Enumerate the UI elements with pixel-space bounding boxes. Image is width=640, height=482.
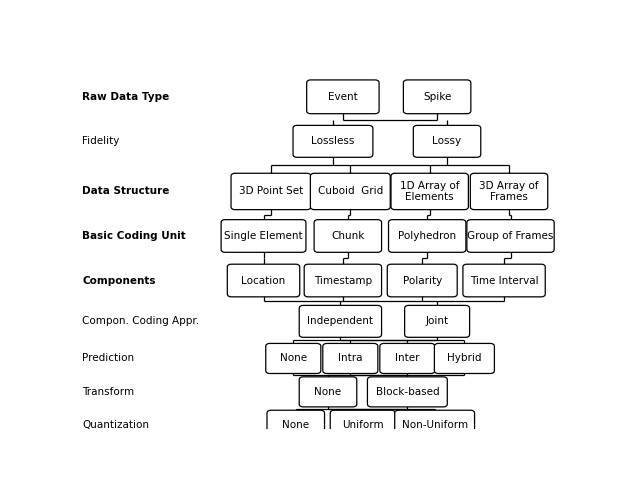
FancyBboxPatch shape — [330, 410, 396, 440]
Text: Lossless: Lossless — [311, 136, 355, 147]
Text: 3D Array of
Frames: 3D Array of Frames — [479, 181, 539, 202]
FancyBboxPatch shape — [380, 344, 435, 374]
Text: None: None — [314, 387, 342, 397]
Text: Prediction: Prediction — [83, 353, 134, 363]
FancyBboxPatch shape — [307, 80, 379, 114]
Text: Time Interval: Time Interval — [470, 276, 538, 285]
Text: Non-Uniform: Non-Uniform — [401, 420, 468, 430]
Text: 1D Array of
Elements: 1D Array of Elements — [400, 181, 460, 202]
Text: Spike: Spike — [423, 92, 451, 102]
FancyBboxPatch shape — [304, 264, 381, 297]
Text: Intra: Intra — [338, 353, 363, 363]
Text: Hybrid: Hybrid — [447, 353, 482, 363]
Text: Single Element: Single Element — [224, 231, 303, 241]
Text: Components: Components — [83, 276, 156, 285]
Text: Group of Frames: Group of Frames — [467, 231, 554, 241]
Text: Cuboid  Grid: Cuboid Grid — [317, 187, 383, 197]
FancyBboxPatch shape — [467, 220, 554, 252]
Text: Independent: Independent — [307, 316, 373, 326]
FancyBboxPatch shape — [367, 377, 447, 407]
FancyBboxPatch shape — [227, 264, 300, 297]
FancyBboxPatch shape — [310, 173, 390, 210]
FancyBboxPatch shape — [323, 344, 378, 374]
FancyBboxPatch shape — [293, 125, 373, 157]
FancyBboxPatch shape — [266, 344, 321, 374]
Text: Fidelity: Fidelity — [83, 136, 120, 147]
FancyBboxPatch shape — [267, 410, 324, 440]
Text: Chunk: Chunk — [331, 231, 365, 241]
Text: 3D Point Set: 3D Point Set — [239, 187, 303, 197]
Text: None: None — [282, 420, 309, 430]
Text: Inter: Inter — [395, 353, 420, 363]
Text: Compon. Coding Appr.: Compon. Coding Appr. — [83, 316, 200, 326]
FancyBboxPatch shape — [404, 306, 470, 337]
FancyBboxPatch shape — [388, 220, 466, 252]
FancyBboxPatch shape — [391, 173, 468, 210]
Text: Timestamp: Timestamp — [314, 276, 372, 285]
FancyBboxPatch shape — [387, 264, 457, 297]
Text: Block-based: Block-based — [376, 387, 439, 397]
FancyBboxPatch shape — [314, 220, 381, 252]
FancyBboxPatch shape — [300, 377, 356, 407]
Text: Quantization: Quantization — [83, 420, 150, 430]
FancyBboxPatch shape — [403, 80, 471, 114]
Text: Polarity: Polarity — [403, 276, 442, 285]
Text: Event: Event — [328, 92, 358, 102]
Text: Joint: Joint — [426, 316, 449, 326]
Text: Lossy: Lossy — [433, 136, 461, 147]
Text: Uniform: Uniform — [342, 420, 383, 430]
Text: Data Structure: Data Structure — [83, 187, 170, 197]
Text: Raw Data Type: Raw Data Type — [83, 92, 170, 102]
FancyBboxPatch shape — [231, 173, 311, 210]
FancyBboxPatch shape — [470, 173, 548, 210]
Text: None: None — [280, 353, 307, 363]
FancyBboxPatch shape — [221, 220, 306, 252]
FancyBboxPatch shape — [300, 306, 381, 337]
FancyBboxPatch shape — [395, 410, 475, 440]
Text: Location: Location — [241, 276, 285, 285]
FancyBboxPatch shape — [413, 125, 481, 157]
Text: Polyhedron: Polyhedron — [398, 231, 456, 241]
FancyBboxPatch shape — [435, 344, 495, 374]
Text: Basic Coding Unit: Basic Coding Unit — [83, 231, 186, 241]
FancyBboxPatch shape — [463, 264, 545, 297]
Text: Transform: Transform — [83, 387, 134, 397]
